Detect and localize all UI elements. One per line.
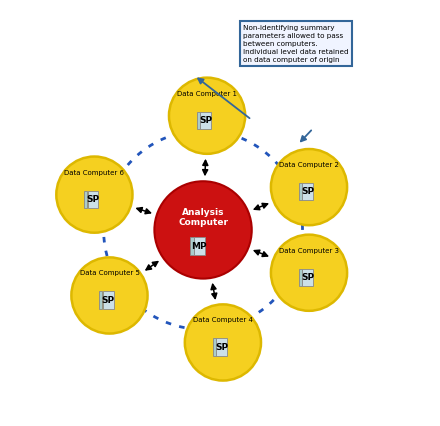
- Text: SP: SP: [301, 273, 314, 282]
- Text: Analysis
Computer: Analysis Computer: [178, 207, 228, 227]
- FancyBboxPatch shape: [201, 112, 211, 129]
- Circle shape: [185, 304, 261, 380]
- Circle shape: [271, 235, 347, 311]
- FancyBboxPatch shape: [299, 183, 302, 200]
- Text: Data Computer 5: Data Computer 5: [80, 271, 139, 276]
- Text: Non-identifying summary
parameters allowed to pass
between computers.
Individual: Non-identifying summary parameters allow…: [243, 25, 349, 63]
- Text: Data Computer 2: Data Computer 2: [279, 162, 339, 168]
- FancyBboxPatch shape: [88, 190, 99, 208]
- Text: SP: SP: [102, 296, 115, 305]
- FancyBboxPatch shape: [84, 190, 87, 208]
- Text: Data Computer 4: Data Computer 4: [193, 317, 253, 323]
- FancyBboxPatch shape: [213, 338, 216, 356]
- Text: SP: SP: [301, 187, 314, 196]
- Text: MP: MP: [191, 242, 207, 250]
- Text: SP: SP: [215, 343, 228, 351]
- FancyBboxPatch shape: [299, 269, 302, 286]
- Circle shape: [271, 149, 347, 225]
- Text: Data Computer 3: Data Computer 3: [279, 248, 339, 253]
- FancyBboxPatch shape: [103, 291, 114, 309]
- Circle shape: [56, 156, 132, 233]
- FancyBboxPatch shape: [197, 112, 200, 129]
- Text: SP: SP: [87, 195, 100, 204]
- Circle shape: [154, 181, 252, 279]
- Text: Data Computer 1: Data Computer 1: [177, 91, 237, 97]
- Text: Data Computer 6: Data Computer 6: [64, 170, 125, 176]
- FancyBboxPatch shape: [191, 237, 194, 255]
- Circle shape: [71, 257, 147, 334]
- FancyBboxPatch shape: [216, 338, 227, 356]
- Text: SP: SP: [199, 116, 213, 125]
- Circle shape: [169, 78, 245, 154]
- FancyBboxPatch shape: [302, 183, 313, 200]
- FancyBboxPatch shape: [302, 269, 313, 286]
- FancyBboxPatch shape: [99, 291, 103, 309]
- FancyBboxPatch shape: [194, 237, 205, 255]
